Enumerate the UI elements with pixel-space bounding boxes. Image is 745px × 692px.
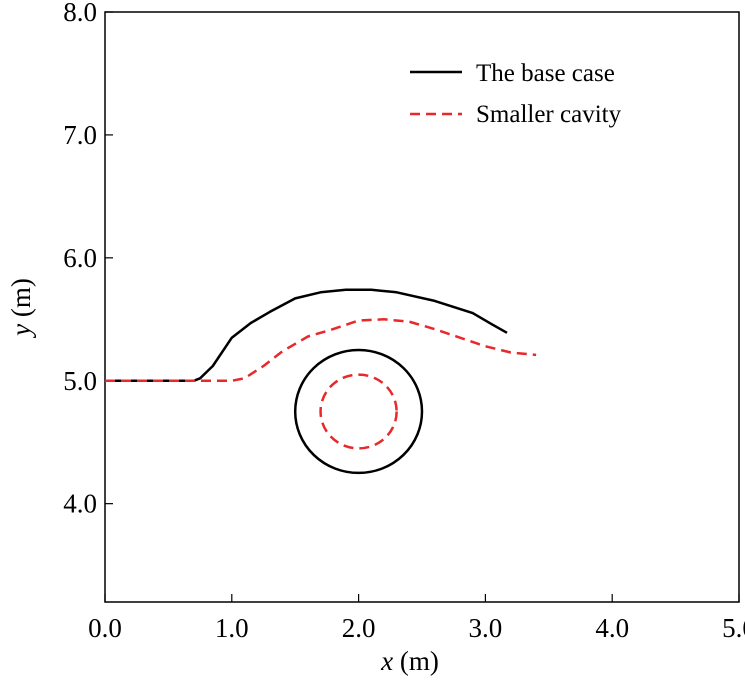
y-tick-label: 6.0 bbox=[63, 243, 97, 273]
plot-frame bbox=[104, 11, 740, 603]
x-tick-label: 5.0 bbox=[722, 613, 745, 643]
ticks: 0.0 1.0 2.0 3.0 4.0 5.0 4.0 5.0 6.0 7.0 8.0 bbox=[63, 0, 745, 643]
x-axis-unit: (m) bbox=[393, 646, 439, 676]
cavity-circle-0 bbox=[293, 348, 424, 475]
x-tick-label: 3.0 bbox=[469, 613, 503, 643]
cavity-circle-1 bbox=[319, 373, 398, 450]
x-tick-label: 1.0 bbox=[215, 613, 249, 643]
legend-label-base-case: The base case bbox=[476, 60, 615, 87]
y-axis-var: y bbox=[6, 324, 36, 339]
series-layer bbox=[105, 288, 537, 475]
x-tick-label: 0.0 bbox=[88, 613, 122, 643]
y-tick-label: 8.0 bbox=[63, 0, 97, 27]
x-tick-label: 4.0 bbox=[595, 613, 629, 643]
legend: The base case Smaller cavity bbox=[410, 60, 622, 128]
legend-label-smaller-cavity: Smaller cavity bbox=[476, 101, 622, 128]
x-tick-label: 2.0 bbox=[342, 613, 376, 643]
y-tick-label: 7.0 bbox=[63, 120, 97, 150]
x-axis-var: x bbox=[380, 646, 393, 676]
y-tick-label: 5.0 bbox=[63, 366, 97, 396]
y-tick-label: 4.0 bbox=[63, 489, 97, 519]
series-line-0 bbox=[105, 288, 508, 383]
y-axis-label: y (m) bbox=[6, 278, 36, 339]
series-line-1 bbox=[105, 318, 537, 383]
y-axis-unit: (m) bbox=[6, 278, 36, 324]
x-axis-label: x (m) bbox=[380, 646, 439, 676]
